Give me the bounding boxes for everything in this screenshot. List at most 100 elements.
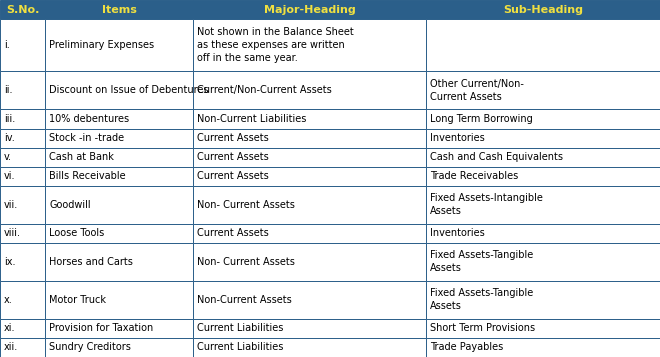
- Text: Non- Current Assets: Non- Current Assets: [197, 257, 295, 267]
- Bar: [0, 281, 45, 319]
- Bar: [193, 167, 426, 186]
- Bar: [193, 186, 426, 224]
- Bar: [45, 319, 193, 338]
- Bar: [426, 0, 660, 19]
- Text: Provision for Taxation: Provision for Taxation: [49, 323, 153, 333]
- Text: vii.: vii.: [4, 200, 18, 210]
- Text: Inventories: Inventories: [430, 228, 484, 238]
- Bar: [426, 129, 660, 147]
- Text: Trade Receivables: Trade Receivables: [430, 171, 518, 181]
- Text: i.: i.: [4, 40, 10, 50]
- Text: Cash at Bank: Cash at Bank: [49, 152, 114, 162]
- Bar: [193, 0, 426, 19]
- Text: xi.: xi.: [4, 323, 15, 333]
- Bar: [426, 338, 660, 357]
- Bar: [0, 338, 45, 357]
- Bar: [426, 19, 660, 71]
- Bar: [0, 319, 45, 338]
- Bar: [0, 129, 45, 147]
- Text: Preliminary Expenses: Preliminary Expenses: [49, 40, 154, 50]
- Text: Current Assets: Current Assets: [197, 171, 269, 181]
- Text: Current/Non-Current Assets: Current/Non-Current Assets: [197, 85, 332, 95]
- Text: Trade Payables: Trade Payables: [430, 342, 503, 352]
- Bar: [45, 129, 193, 147]
- Text: iv.: iv.: [4, 133, 15, 143]
- Text: Non-Current Assets: Non-Current Assets: [197, 295, 292, 305]
- Text: Stock -in -trade: Stock -in -trade: [49, 133, 124, 143]
- Bar: [193, 147, 426, 167]
- Text: Fixed Assets-Tangible
Assets: Fixed Assets-Tangible Assets: [430, 288, 533, 311]
- Bar: [45, 0, 193, 19]
- Bar: [193, 110, 426, 129]
- Text: vi.: vi.: [4, 171, 15, 181]
- Text: Sundry Creditors: Sundry Creditors: [49, 342, 131, 352]
- Bar: [193, 19, 426, 71]
- Bar: [45, 186, 193, 224]
- Bar: [45, 281, 193, 319]
- Text: Discount on Issue of Debentures: Discount on Issue of Debentures: [49, 85, 209, 95]
- Text: Current Assets: Current Assets: [197, 228, 269, 238]
- Bar: [45, 224, 193, 243]
- Text: Cash and Cash Equivalents: Cash and Cash Equivalents: [430, 152, 563, 162]
- Bar: [0, 110, 45, 129]
- Bar: [426, 167, 660, 186]
- Bar: [193, 71, 426, 110]
- Bar: [45, 110, 193, 129]
- Text: Fixed Assets-Intangible
Assets: Fixed Assets-Intangible Assets: [430, 193, 543, 216]
- Text: Bills Receivable: Bills Receivable: [49, 171, 125, 181]
- Text: Long Term Borrowing: Long Term Borrowing: [430, 114, 533, 124]
- Bar: [0, 147, 45, 167]
- Bar: [193, 129, 426, 147]
- Bar: [193, 319, 426, 338]
- Bar: [45, 71, 193, 110]
- Bar: [45, 19, 193, 71]
- Text: x.: x.: [4, 295, 13, 305]
- Bar: [0, 186, 45, 224]
- Bar: [193, 243, 426, 281]
- Bar: [426, 186, 660, 224]
- Text: Major-Heading: Major-Heading: [263, 5, 355, 15]
- Text: ix.: ix.: [4, 257, 15, 267]
- Text: Not shown in the Balance Sheet
as these expenses are written
off in the same yea: Not shown in the Balance Sheet as these …: [197, 27, 354, 64]
- Text: v.: v.: [4, 152, 12, 162]
- Text: Current Assets: Current Assets: [197, 133, 269, 143]
- Bar: [0, 71, 45, 110]
- Bar: [426, 243, 660, 281]
- Bar: [45, 147, 193, 167]
- Text: Inventories: Inventories: [430, 133, 484, 143]
- Text: Goodwill: Goodwill: [49, 200, 90, 210]
- Bar: [0, 0, 45, 19]
- Bar: [193, 224, 426, 243]
- Text: Short Term Provisions: Short Term Provisions: [430, 323, 535, 333]
- Bar: [426, 319, 660, 338]
- Text: iii.: iii.: [4, 114, 15, 124]
- Bar: [0, 243, 45, 281]
- Text: Current Liabilities: Current Liabilities: [197, 323, 283, 333]
- Text: Current Assets: Current Assets: [197, 152, 269, 162]
- Text: Motor Truck: Motor Truck: [49, 295, 106, 305]
- Bar: [0, 224, 45, 243]
- Bar: [426, 110, 660, 129]
- Bar: [0, 19, 45, 71]
- Bar: [0, 167, 45, 186]
- Bar: [45, 167, 193, 186]
- Bar: [426, 71, 660, 110]
- Text: Loose Tools: Loose Tools: [49, 228, 104, 238]
- Text: Horses and Carts: Horses and Carts: [49, 257, 133, 267]
- Text: ii.: ii.: [4, 85, 13, 95]
- Text: Items: Items: [102, 5, 137, 15]
- Bar: [45, 243, 193, 281]
- Bar: [193, 338, 426, 357]
- Text: 10% debentures: 10% debentures: [49, 114, 129, 124]
- Text: Non-Current Liabilities: Non-Current Liabilities: [197, 114, 306, 124]
- Bar: [193, 281, 426, 319]
- Bar: [45, 338, 193, 357]
- Text: viii.: viii.: [4, 228, 21, 238]
- Text: Fixed Assets-Tangible
Assets: Fixed Assets-Tangible Assets: [430, 250, 533, 273]
- Text: Sub-Heading: Sub-Heading: [503, 5, 583, 15]
- Text: xii.: xii.: [4, 342, 18, 352]
- Bar: [426, 281, 660, 319]
- Bar: [426, 147, 660, 167]
- Bar: [426, 224, 660, 243]
- Text: Non- Current Assets: Non- Current Assets: [197, 200, 295, 210]
